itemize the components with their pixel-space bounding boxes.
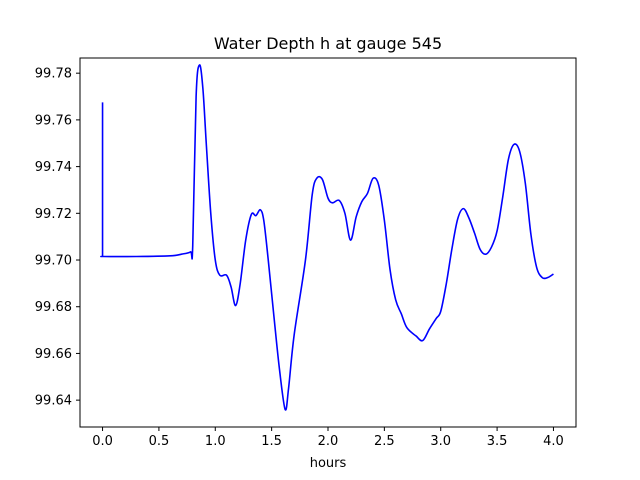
x-tick-label: 2.0 [318,434,339,449]
x-tick-label: 3.5 [487,434,508,449]
y-tick-label: 99.72 [35,207,72,222]
x-tick-label: 4.0 [543,434,564,449]
x-axis: 0.0 0.5 1.0 1.5 2.0 2.5 3.0 3.5 4.0 [92,427,564,449]
chart-title: Water Depth h at gauge 545 [214,34,442,53]
y-tick-label: 99.78 [35,67,72,82]
x-axis-label: hours [310,456,347,471]
x-tick-label: 1.5 [261,434,282,449]
y-tick-label: 99.70 [35,254,72,269]
plot-area-frame [79,57,577,428]
x-tick-label: 1.0 [205,434,226,449]
y-tick-label: 99.74 [35,160,72,175]
x-tick-label: 0.5 [149,434,170,449]
x-tick-label: 2.5 [374,434,395,449]
y-tick-label: 99.76 [35,113,72,128]
y-tick-label: 99.66 [35,347,72,362]
y-axis: 99.64 99.66 99.68 99.70 99.72 99.74 99.76 99.78 [35,67,80,409]
series-layer [100,64,554,411]
x-tick-label: 3.0 [430,434,451,449]
y-tick-label: 99.64 [35,394,72,409]
x-tick-label: 0.0 [92,434,113,449]
series-line-0 [100,64,554,411]
y-tick-label: 99.68 [35,300,72,315]
